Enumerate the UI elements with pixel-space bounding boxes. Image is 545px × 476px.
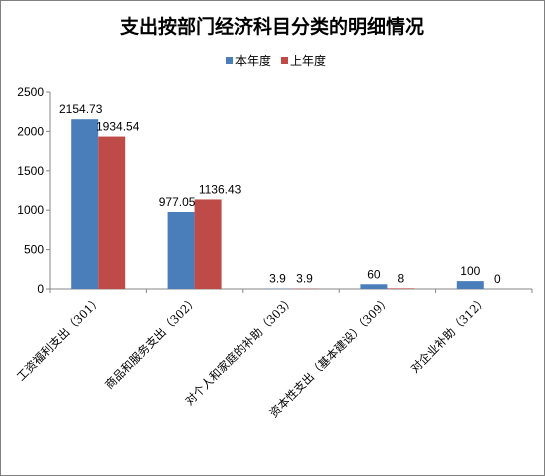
legend: 本年度 上年度 xyxy=(226,53,326,68)
bar-current-year xyxy=(167,212,195,289)
y-tick-label: 1000 xyxy=(17,203,44,217)
bar-current-year xyxy=(360,284,388,289)
data-label: 1934.54 xyxy=(96,120,140,134)
bar-current-year xyxy=(71,119,99,289)
data-label: 3.9 xyxy=(269,272,286,286)
y-tick-label: 2000 xyxy=(17,124,44,138)
legend-label-current-year: 本年度 xyxy=(235,53,271,68)
data-label: 977.05 xyxy=(159,195,196,209)
y-tick-label: 500 xyxy=(24,243,44,257)
category-labels: 工资福利支出（301）商品和服务支出（302）对个人和家庭的补助（303）资本性… xyxy=(14,293,490,420)
category-label: 工资福利支出（301） xyxy=(14,293,104,383)
data-label: 1136.43 xyxy=(199,182,242,196)
y-tick-label: 2500 xyxy=(17,85,44,99)
category-label: 对企业补助（312） xyxy=(408,293,490,375)
bar-previous-year xyxy=(387,288,415,289)
data-label: 60 xyxy=(367,267,381,281)
legend-swatch-previous-year xyxy=(281,57,288,64)
bar-previous-year xyxy=(98,136,126,289)
legend-label-previous-year: 上年度 xyxy=(290,53,326,68)
data-label: 2154.73 xyxy=(59,102,103,116)
bars xyxy=(71,119,484,289)
data-label: 100 xyxy=(460,264,480,278)
bar-current-year xyxy=(456,281,484,289)
category-label: 商品和服务支出（302） xyxy=(102,293,201,392)
legend-swatch-current-year xyxy=(226,57,233,64)
chart-title: 支出按部门经济科目分类的明细情况 xyxy=(119,15,424,38)
data-label: 3.9 xyxy=(296,272,313,286)
y-tick-label: 0 xyxy=(37,282,44,296)
y-tick-label: 1500 xyxy=(17,164,44,178)
bar-previous-year xyxy=(194,199,222,289)
category-label: 对个人和家庭的补助（303） xyxy=(182,293,297,408)
data-label: 0 xyxy=(494,272,501,286)
data-label: 8 xyxy=(398,271,405,285)
